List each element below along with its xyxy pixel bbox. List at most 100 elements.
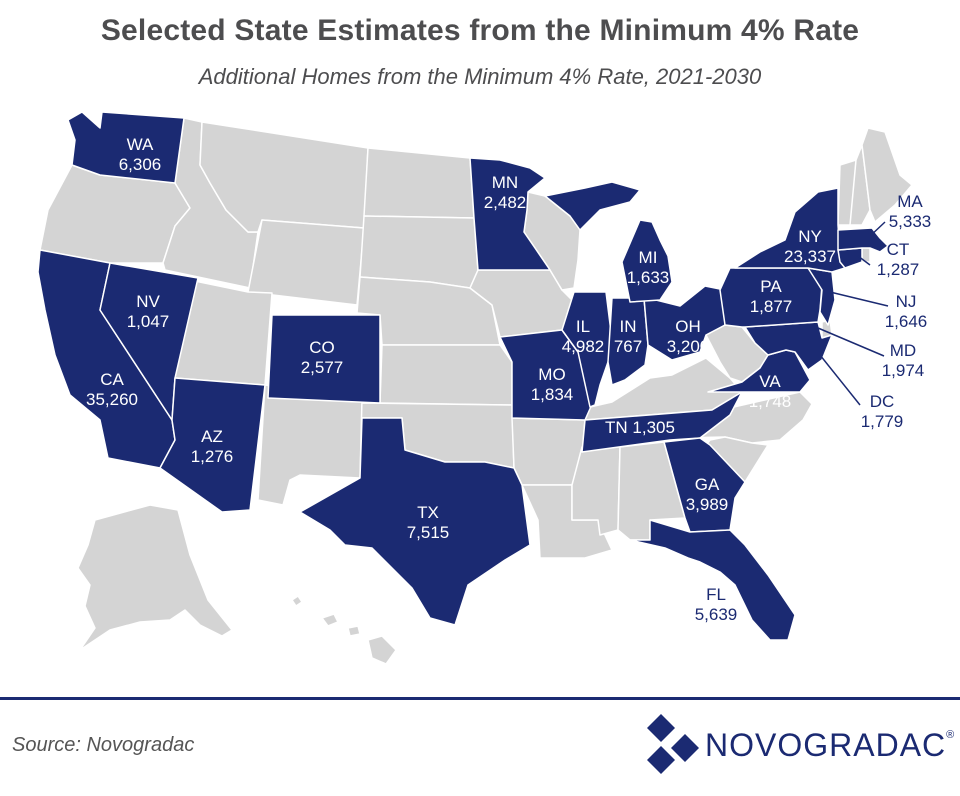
state-SD (359, 215, 479, 289)
label-pa: PA 1,877 (750, 277, 793, 316)
label-value: 35,260 (86, 390, 138, 409)
state-CT (837, 247, 863, 269)
label-abbr: NV (136, 292, 160, 311)
label-abbr: MD (890, 341, 916, 360)
label-ma: MA 5,333 (889, 192, 932, 231)
label-abbr: IL (576, 317, 590, 336)
label-value: 1,748 (749, 392, 792, 411)
label-abbr: GA (695, 475, 720, 494)
state-CO (267, 314, 381, 404)
state-TN (581, 391, 743, 453)
label-value: 1,276 (191, 447, 234, 466)
label-co: CO 2,577 (301, 338, 344, 377)
label-abbr: CO (309, 338, 335, 357)
label-value: 1,877 (750, 297, 793, 316)
label-value: 7,515 (407, 523, 450, 542)
label-abbr: PA (760, 277, 782, 296)
label-abbr: CT (887, 240, 910, 259)
label-va: VA 1,748 (749, 372, 792, 411)
source-note: Source: Novogradac (12, 734, 195, 756)
page-title: Selected State Estimates from the Minimu… (100, 14, 860, 47)
label-abbr: AZ (201, 427, 223, 446)
label-abbr: MO (538, 365, 565, 384)
state-HI (291, 595, 397, 665)
label-abbr: VA (759, 372, 781, 391)
leader-line-nj (829, 291, 889, 307)
label-value: 1,779 (861, 412, 904, 431)
state-ND (363, 147, 475, 219)
label-abbr: MN (492, 173, 518, 192)
label-value: 5,639 (695, 605, 738, 624)
brand-name: NOVOGRADAC® (705, 727, 955, 764)
state-AZ (159, 377, 266, 513)
label-mn: MN 2,482 (484, 173, 527, 212)
state-MI (544, 181, 673, 303)
state-TX (299, 417, 531, 626)
state-OH (643, 285, 726, 361)
label-nj: NJ 1,646 (885, 292, 928, 331)
leader-line-ma (867, 221, 886, 239)
label-value: 3,200 (667, 337, 710, 356)
label-ny: NY 23,337 (784, 227, 836, 266)
label-wa: WA 6,306 (119, 135, 162, 174)
label-abbr: FL (706, 585, 726, 604)
label-ca: CA 35,260 (86, 370, 138, 409)
footer-divider (0, 697, 960, 700)
label-dc: DC 1,779 (861, 392, 904, 431)
label-in: IN 767 (614, 317, 642, 356)
label-abbr: TX (417, 503, 439, 522)
label-mo: MO 1,834 (531, 365, 574, 404)
label-value: 1,834 (531, 385, 574, 404)
label-value: 1,287 (877, 260, 920, 279)
label-tn: TN 1,305 (605, 418, 675, 437)
state-MD (744, 321, 833, 371)
label-md: MD 1,974 (882, 341, 925, 380)
label-abbr: NJ (896, 292, 917, 311)
label-value: 5,333 (889, 212, 932, 231)
label-abbr: MI (639, 248, 658, 267)
leader-line-dc (807, 339, 861, 406)
label-oh: OH 3,200 (667, 317, 710, 356)
label-value: 1,633 (627, 268, 670, 287)
label-abbr: NY (798, 227, 822, 246)
label-abbr: IN (620, 317, 637, 336)
label-nv: NV 1,047 (127, 292, 170, 331)
label-abbr: DC (870, 392, 895, 411)
label-ct: CT 1,287 (877, 240, 920, 279)
label-value: 767 (614, 337, 642, 356)
label-ga: GA 3,989 (686, 475, 729, 514)
label-value: 4,982 (562, 337, 605, 356)
state-IL (561, 291, 613, 408)
state-FL (629, 519, 796, 641)
label-value: 1,047 (127, 312, 170, 331)
state-NY (734, 187, 846, 273)
label-value: 2,482 (484, 193, 527, 212)
label-abbr: OH (675, 317, 701, 336)
label-value: 23,337 (784, 247, 836, 266)
state-AK (77, 504, 233, 651)
label-abbr: CA (100, 370, 124, 389)
state-WA (67, 111, 185, 184)
label-tx: TX 7,515 (407, 503, 450, 542)
state-GA (663, 437, 746, 533)
leader-line-ct (857, 255, 871, 266)
label-value: 2,577 (301, 358, 344, 377)
label-value: 6,306 (119, 155, 162, 174)
leader-line-md (817, 327, 885, 357)
registered-mark: ® (946, 729, 956, 741)
label-value: 1,974 (882, 361, 925, 380)
state-MN (469, 157, 551, 271)
label-abbr: MA (897, 192, 923, 211)
novogradac-logo-icon (647, 714, 699, 774)
label-abbr: WA (127, 135, 154, 154)
state-NH (849, 144, 871, 226)
state-MA (837, 227, 889, 253)
label-value: 1,646 (885, 312, 928, 331)
state-ME (861, 127, 913, 223)
label-value: 3,989 (686, 495, 729, 514)
brand-wordmark: NOVOGRADAC (705, 727, 947, 763)
label-fl: FL 5,639 (695, 585, 738, 624)
state-KS (379, 344, 513, 406)
label-mi: MI 1,633 (627, 248, 670, 287)
